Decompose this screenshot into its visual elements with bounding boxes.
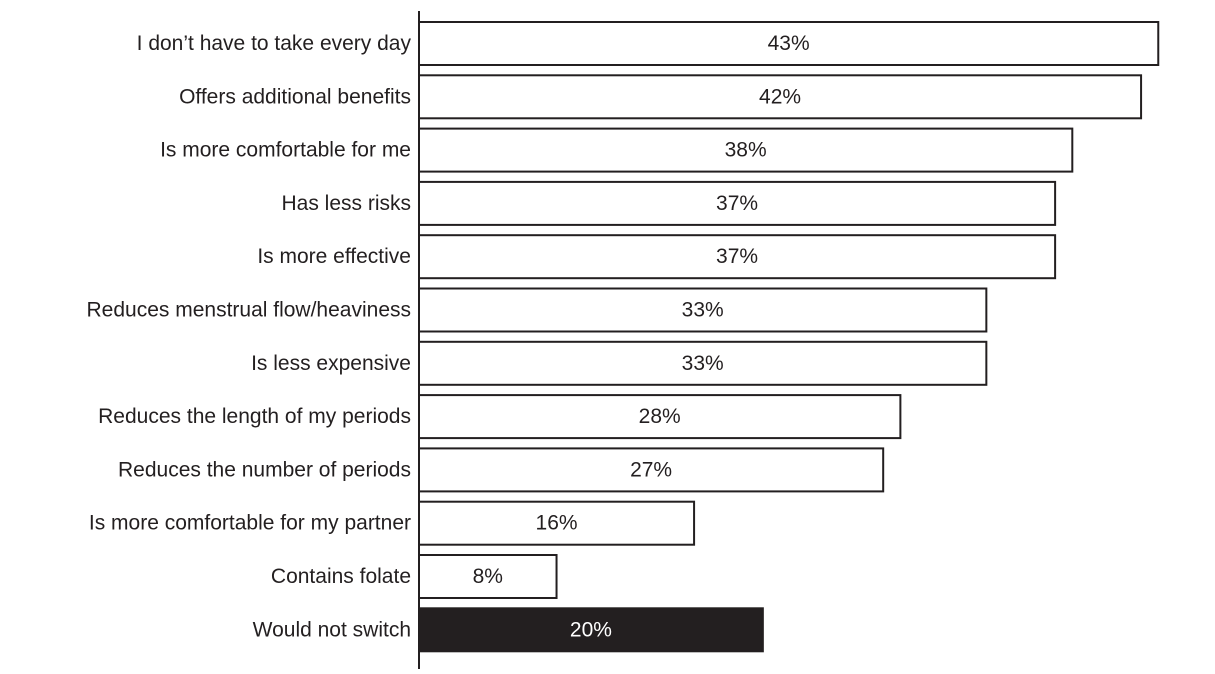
data-label-has-less-risks: 37% [716, 192, 758, 215]
category-label-is-more-comfortable-for-my-partner: Is more comfortable for my partner [89, 512, 411, 535]
bar-is-more-comfortable-for-my-partner [418, 500, 696, 546]
bar-has-less-risks [418, 180, 1057, 226]
data-label-is-less-expensive: 33% [682, 352, 724, 375]
bar-is-more-comfortable-for-me [418, 127, 1074, 173]
bar-offers-additional-benefits [418, 74, 1143, 120]
bar-is-more-effective [418, 234, 1057, 280]
data-label-reduces-the-number-of-periods: 27% [630, 458, 672, 481]
bar-is-less-expensive [418, 340, 988, 386]
data-label-i-don-t-have-to-take-every-day: 43% [768, 32, 810, 55]
category-label-reduces-the-length-of-my-periods: Reduces the length of my periods [98, 405, 411, 428]
category-label-is-more-effective: Is more effective [257, 245, 411, 268]
category-label-reduces-the-number-of-periods: Reduces the number of periods [118, 458, 411, 481]
data-label-reduces-menstrual-flow-heaviness: 33% [682, 299, 724, 322]
bar-contains-folate [418, 554, 558, 599]
category-label-has-less-risks: Has less risks [281, 192, 411, 215]
category-label-i-don-t-have-to-take-every-day: I don’t have to take every day [137, 32, 412, 55]
category-labels-layer: I don’t have to take every day Offers add… [87, 32, 412, 641]
data-label-reduces-the-length-of-my-periods: 28% [639, 405, 681, 428]
category-label-would-not-switch: Would not switch [253, 618, 411, 641]
category-label-is-less-expensive: Is less expensive [251, 352, 411, 375]
category-label-contains-folate: Contains folate [271, 565, 411, 588]
data-label-contains-folate: 8% [473, 565, 503, 588]
data-label-is-more-comfortable-for-my-partner: 16% [536, 512, 578, 535]
bars-layer: 43% 42% 38% 37% 37% 33% 33% 28% 27% 16% 8% 20% [418, 21, 1160, 653]
bar-would-not-switch [418, 607, 764, 653]
category-label-is-more-comfortable-for-me: Is more comfortable for me [160, 139, 411, 162]
data-label-would-not-switch: 20% [570, 618, 612, 641]
data-label-is-more-effective: 37% [716, 245, 758, 268]
category-label-offers-additional-benefits: Offers additional benefits [179, 85, 411, 108]
data-label-is-more-comfortable-for-me: 38% [725, 139, 767, 162]
data-label-offers-additional-benefits: 42% [759, 85, 801, 108]
category-label-reduces-menstrual-flow-heaviness: Reduces menstrual flow/heaviness [87, 299, 412, 322]
